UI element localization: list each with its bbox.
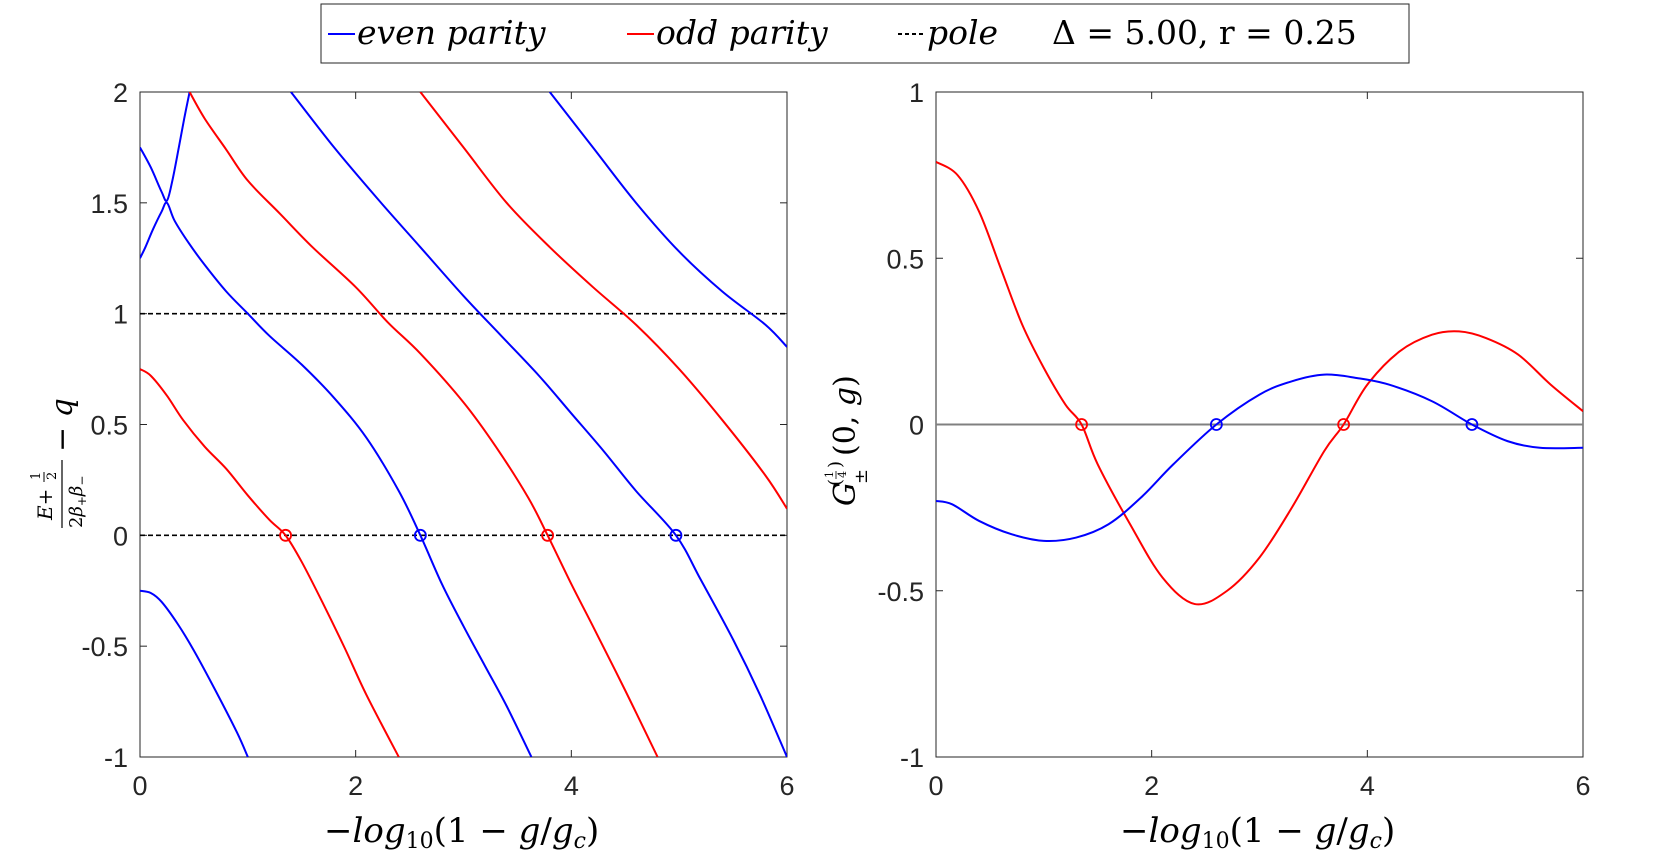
svg-text:): ) xyxy=(825,461,846,468)
x-tick-label: 0 xyxy=(928,771,943,801)
svg-text:1: 1 xyxy=(29,472,44,480)
even-parity-curve xyxy=(140,201,533,757)
legend-params-label: Δ = 5.00, r = 0.25 xyxy=(1052,13,1357,52)
legend-pole-label: pole xyxy=(927,13,998,52)
y-tick-label: -1 xyxy=(900,743,924,773)
even-parity-curve xyxy=(140,589,249,757)
right-series xyxy=(936,160,1583,606)
svg-text:−log10(1 − g/gc): −log10(1 − g/gc) xyxy=(1120,811,1395,854)
even-parity-curve xyxy=(548,92,787,348)
svg-text:4: 4 xyxy=(836,471,849,478)
svg-text:(: ( xyxy=(825,479,846,486)
legend-even-label: even parity xyxy=(357,13,546,52)
zero-crossing-marker xyxy=(669,528,683,542)
svg-text:− q: − q xyxy=(45,398,80,452)
legend: even parity odd parity pole Δ = 5.00, r … xyxy=(320,3,1410,64)
zero-crossing-marker xyxy=(1337,418,1351,431)
x-tick-label: 6 xyxy=(779,771,794,801)
odd-parity-curve xyxy=(419,92,787,510)
left-ticks: 0 2 4 6 -1 -0.5 0 0.5 1 1.5 2 xyxy=(81,78,794,801)
zero-crossing-marker xyxy=(1075,418,1088,431)
svg-text:E+: E+ xyxy=(33,489,57,521)
x-tick-label: 4 xyxy=(1360,771,1375,801)
x-tick-label: 2 xyxy=(1144,771,1159,801)
y-tick-label: 1 xyxy=(113,300,128,330)
odd-parity-curve xyxy=(188,92,659,757)
even-parity-curve xyxy=(936,373,1583,543)
y-tick-label: 0.5 xyxy=(90,411,128,441)
legend-box xyxy=(320,3,1410,64)
x-tick-label: 0 xyxy=(132,771,147,801)
zero-crossing-marker xyxy=(279,528,292,542)
svg-text:2β+β−: 2β+β− xyxy=(66,476,89,528)
right-ticks: 0 2 4 6 -1 -0.5 0 0.5 1 xyxy=(877,78,1590,801)
zero-crossing-marker xyxy=(413,528,427,542)
zero-crossing-marker xyxy=(1209,418,1223,431)
y-tick-label: 0 xyxy=(909,411,924,441)
left-ylabel: E+ 1 2 2β+β− − q xyxy=(29,398,89,528)
zero-crossing-marker xyxy=(541,528,555,542)
left-series xyxy=(140,92,787,757)
y-tick-label: 0.5 xyxy=(886,244,924,274)
y-tick-label: -0.5 xyxy=(877,577,924,607)
svg-text:G: G xyxy=(828,482,863,506)
y-tick-label: -1 xyxy=(104,743,128,773)
svg-text:±: ± xyxy=(851,469,872,484)
right-chart: 0 2 4 6 -1 -0.5 0 0.5 1 −log10(1 − g/gc) G ± ( 1… xyxy=(823,78,1591,854)
x-tick-label: 2 xyxy=(348,771,363,801)
right-xlabel: −log10(1 − g/gc) xyxy=(1120,811,1395,854)
svg-text:2: 2 xyxy=(45,472,60,480)
left-chart: 0 2 4 6 -1 -0.5 0 0.5 1 1.5 2 −log10(1 − g/gc) E+ … xyxy=(29,78,795,854)
left-xlabel: −log10(1 − g/gc) xyxy=(324,811,599,854)
even-parity-curve xyxy=(290,92,787,757)
left-pole-lines xyxy=(140,312,787,537)
right-zero-markers xyxy=(1075,418,1479,431)
svg-text:1: 1 xyxy=(823,471,836,478)
y-tick-label: 2 xyxy=(113,78,128,108)
left-plot-frame xyxy=(139,91,788,758)
y-tick-label: -0.5 xyxy=(81,632,128,662)
legend-odd-label: odd parity xyxy=(656,13,828,52)
y-tick-label: 1.5 xyxy=(90,189,128,219)
x-tick-label: 4 xyxy=(564,771,579,801)
y-tick-label: 0 xyxy=(113,521,128,551)
right-ylabel: G ± ( 1 4 ) (0, g) xyxy=(823,375,872,506)
even-parity-curve xyxy=(140,92,191,202)
left-zero-markers xyxy=(279,528,683,542)
svg-text:−log10(1 − g/gc): −log10(1 − g/gc) xyxy=(324,811,599,854)
y-tick-label: 1 xyxy=(909,78,924,108)
odd-parity-curve xyxy=(936,160,1583,606)
zero-crossing-marker xyxy=(1465,418,1479,431)
svg-text:(0, g): (0, g) xyxy=(828,375,863,456)
odd-parity-curve xyxy=(140,368,400,757)
x-tick-label: 6 xyxy=(1575,771,1590,801)
